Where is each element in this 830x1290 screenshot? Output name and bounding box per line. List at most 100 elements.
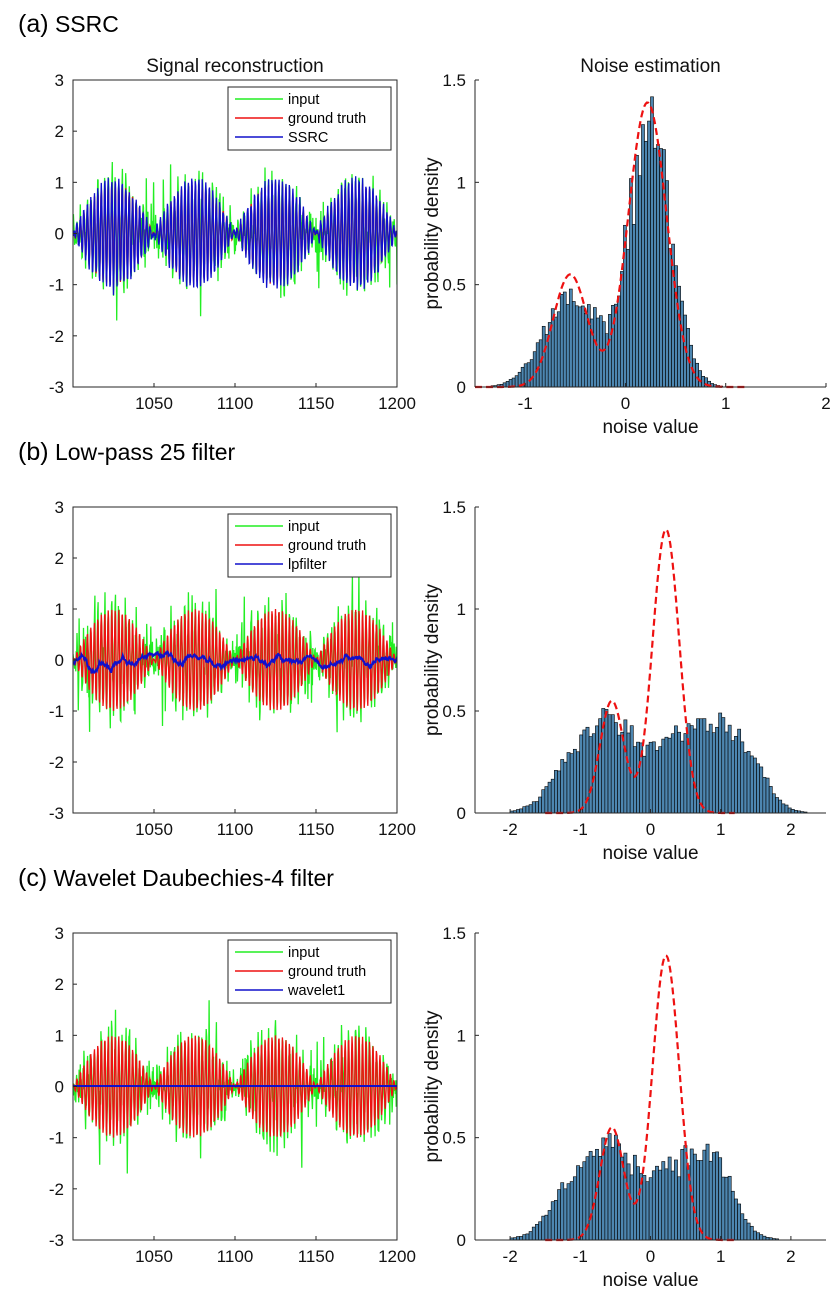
histogram-bar	[727, 1175, 732, 1241]
histogram-bar	[718, 1157, 723, 1241]
y-tick-label: -2	[49, 327, 64, 346]
histogram-bar	[721, 1176, 726, 1241]
histogram-bar	[661, 738, 666, 814]
histogram-bar	[683, 733, 688, 814]
legend-label-estimate: wavelet1	[287, 983, 345, 999]
histogram-bar	[771, 793, 776, 814]
histogram-bar	[765, 777, 770, 814]
histogram-bar	[514, 375, 519, 388]
histogram-bar	[531, 1226, 536, 1241]
x-tick-label: -1	[573, 1247, 588, 1266]
histogram-bar	[686, 723, 691, 814]
histogram-bar	[566, 1183, 571, 1241]
series-group	[73, 573, 397, 733]
section-c-title: (c) Wavelet Daubechies-4 filter	[18, 864, 334, 893]
x-tick-label: 0	[646, 1247, 655, 1266]
histogram-bar	[680, 1149, 685, 1241]
y-tick-label: -3	[49, 804, 64, 823]
histogram-bar	[667, 1156, 672, 1241]
y-tick-label: -3	[49, 378, 64, 397]
x-tick-label: 1	[721, 394, 730, 413]
y-axis-label: probability density	[422, 157, 443, 310]
histogram-bar	[642, 1175, 647, 1241]
histogram-bar	[680, 300, 684, 388]
histogram-bar	[610, 714, 615, 814]
histogram-bar	[538, 339, 543, 388]
histogram-bar	[737, 1203, 742, 1241]
x-tick-label: 0	[621, 394, 630, 413]
section-c-label: (c)	[18, 864, 48, 892]
y-tick-label: -1	[49, 276, 64, 295]
histogram-bar	[737, 728, 742, 814]
y-tick-label: -2	[49, 753, 64, 772]
histogram-bar	[689, 344, 693, 388]
y-tick-label: 0.5	[442, 276, 466, 295]
histogram-bar	[516, 1236, 520, 1241]
histogram-bar	[525, 805, 530, 814]
histogram-bar	[532, 351, 537, 388]
x-axis-label: noise value	[602, 1270, 698, 1290]
y-tick-label: 0	[457, 804, 466, 823]
histogram-bar	[711, 732, 716, 814]
legend-label-input: input	[288, 519, 319, 535]
histogram-bar	[550, 1201, 555, 1241]
y-tick-label: -2	[49, 1180, 64, 1199]
histogram-bar	[587, 304, 591, 388]
histogram-bar	[544, 786, 549, 814]
x-tick-label: 0	[646, 820, 655, 839]
histogram-bar	[525, 1233, 530, 1241]
histogram-bar	[526, 362, 531, 388]
histogram-bar	[626, 732, 631, 814]
histogram-bar	[535, 801, 539, 814]
x-tick-label: 1200	[378, 394, 416, 413]
histogram-bar	[623, 224, 627, 388]
histogram-bar	[753, 757, 757, 814]
histogram-bar	[743, 752, 748, 814]
histogram-bar	[651, 1170, 656, 1241]
histogram-bar	[655, 1165, 659, 1241]
histogram-bar	[674, 1159, 678, 1241]
histogram-bar	[559, 294, 564, 388]
histogram-bar	[538, 1221, 542, 1241]
histogram-bar	[626, 1163, 631, 1241]
histogram-bar	[680, 740, 685, 814]
histogram-bar	[572, 748, 577, 814]
x-tick-label: 2	[786, 820, 795, 839]
histogram	[509, 1133, 779, 1241]
legend: input ground truth wavelet1	[227, 939, 392, 1004]
histogram-bar	[604, 709, 609, 814]
histogram-bar	[610, 1146, 615, 1241]
noise-column-title: Noise estimation	[580, 56, 720, 77]
histogram	[509, 708, 808, 814]
histogram-bar	[579, 734, 584, 814]
histogram-bar	[529, 359, 534, 388]
histogram-bar	[670, 733, 675, 814]
histogram-bar	[593, 307, 597, 388]
histogram-bar	[715, 1151, 719, 1241]
section-c-name: Wavelet Daubechies-4 filter	[53, 865, 334, 891]
histogram-bar	[556, 311, 561, 388]
x-tick-label: 1200	[378, 820, 416, 839]
histogram-bar	[538, 796, 542, 814]
histogram-bar	[580, 305, 585, 388]
histogram-bar	[565, 304, 570, 388]
histogram-bar	[571, 301, 576, 388]
x-tick-label: 2	[821, 394, 830, 413]
x-tick-label: 1100	[217, 820, 254, 839]
x-tick-label: 1150	[298, 820, 335, 839]
y-tick-label: -1	[49, 1129, 64, 1148]
histogram-bar	[645, 744, 650, 814]
histogram-bar	[784, 804, 789, 814]
histogram-bar	[647, 120, 651, 388]
y-tick-label: 1	[55, 600, 64, 619]
histogram-bar	[598, 1156, 603, 1241]
x-tick-label: 2	[786, 1247, 795, 1266]
histogram-bar	[740, 1213, 745, 1241]
histogram-bar	[734, 1198, 738, 1241]
histogram-bar	[614, 722, 618, 814]
histogram-bar	[568, 288, 573, 388]
histogram-bar	[648, 1177, 653, 1241]
x-tick-label: 1100	[217, 1247, 254, 1266]
signal-panel-b-signal: -3 -2 -1 0 1 2 3 1050 1100 1150 1200 input ground tr…	[49, 498, 416, 839]
histogram-bar	[641, 124, 645, 388]
